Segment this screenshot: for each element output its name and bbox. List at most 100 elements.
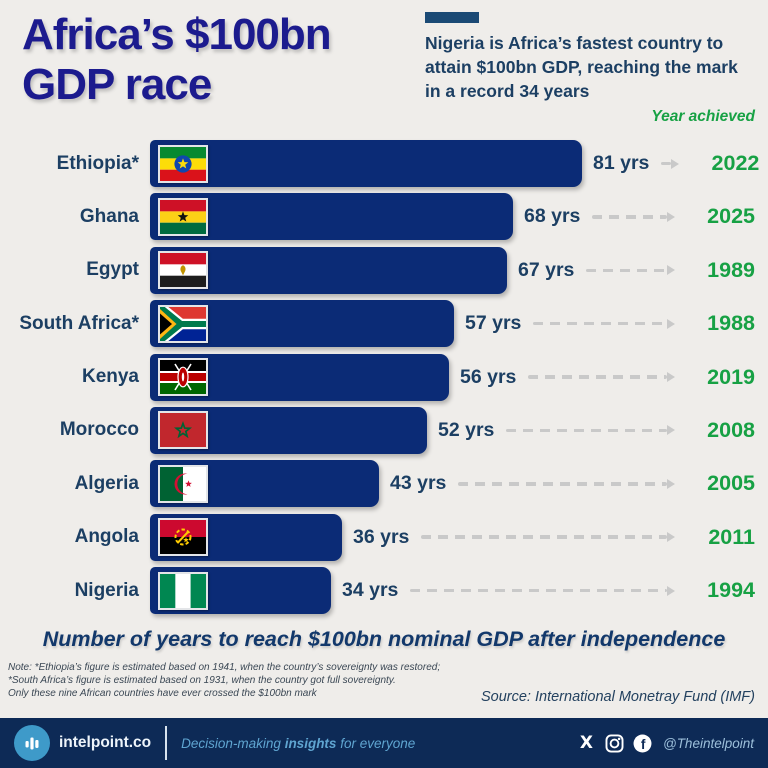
dash-arrow [506,425,675,436]
ethiopia-flag [158,144,208,183]
dash-line [533,321,667,326]
arrow-head-icon [667,318,675,329]
social-handle: @Theintelpoint [662,735,754,751]
country-label: Egypt [86,259,139,281]
brand-logo[interactable]: intelpoint.co [14,725,151,761]
dash-line [592,215,667,219]
tagline-prefix: Decision-making [181,735,285,751]
country-label: Angola [74,526,139,548]
year-achieved-value: 2022 [711,151,760,175]
kenya-flag [158,358,208,397]
years-label: 57 yrs [465,312,522,335]
country-label: Nigeria [74,579,139,601]
dash-arrow [533,318,675,329]
country-label: Ghana [79,205,139,227]
gdp-bar [150,140,582,187]
years-label: 34 yrs [342,579,399,602]
chart-row: Angola 36 yrs 2011 [13,513,755,561]
page-title-line1: Africa’s $100bn [22,10,332,59]
arrow-head-icon [671,158,680,169]
arrow-head-icon [667,372,675,383]
country-label: Algeria [74,472,139,494]
year-achieved-value: 2025 [707,204,755,229]
facebook-icon[interactable]: f [633,734,652,753]
gdp-bar [150,567,331,615]
accent-rect [425,12,479,23]
dash-arrow [410,585,675,596]
dash-arrow [421,532,675,543]
dash-line [506,428,667,433]
gdp-bar [150,193,513,241]
country-label: Morocco [59,419,139,441]
source-credit: Source: International Monetray Fund (IMF… [480,689,755,706]
gdp-bar [150,513,342,561]
egypt-flag [158,251,208,290]
dash-arrow [458,478,675,489]
chart-row: Ethiopia* 81 yrs 2022 [13,140,759,187]
south-africa-flag [158,304,208,343]
algeria-flag [158,464,208,503]
dash-line [410,588,667,593]
ghana-flag [158,197,208,236]
subtitle: Nigeria is Africa’s fastest country to a… [425,33,738,101]
page-title-line2: GDP race [22,60,212,109]
gdp-bar [150,406,427,454]
year-achieved-value: 1988 [707,311,755,336]
dash-line [586,268,667,273]
years-label: 56 yrs [460,365,517,388]
chart-row: Kenya 56 yrs 2019 [13,353,755,401]
chart-row: Algeria 43 yrs 2005 [13,460,755,508]
intro-block: Nigeria is Africa’s fastest country to a… [425,12,755,126]
notes-area: Note: *Ethiopia’s figure is estimated ba… [0,661,768,707]
dash-arrow [586,265,675,276]
years-label: 52 yrs [438,418,495,441]
year-achieved-value: 1989 [707,257,755,282]
instagram-icon[interactable] [605,734,624,753]
dash-arrow [661,158,680,169]
footer-divider [165,726,168,760]
year-achieved-value: 1994 [707,578,755,603]
morocco-flag [158,411,208,450]
year-achieved-value: 2008 [707,417,755,442]
gdp-bar [150,300,454,348]
tagline: Decision-making insights for everyone [181,736,415,751]
nigeria-flag [158,571,208,610]
country-label: South Africa* [19,312,139,334]
footnote-line: Note: *Ethiopia’s figure is estimated ba… [8,662,441,674]
footnote-line: Only these nine African countries have e… [8,688,317,700]
year-achieved-value: 2011 [708,524,755,549]
chart-row: Nigeria 34 yrs 1994 [13,567,755,615]
country-label: Ethiopia* [56,152,139,174]
years-label: 68 yrs [524,205,581,228]
gdp-bar [150,353,449,401]
arrow-head-icon [667,265,675,276]
arrow-head-icon [667,211,675,222]
year-achieved-legend: Year achieved [651,108,755,125]
year-achieved-value: 2005 [707,471,755,496]
gdp-bar [150,460,379,508]
social-links: X f @Theintelpoint [577,733,754,753]
gdp-bar [150,246,507,294]
dash-arrow [528,372,675,383]
chart-row: Ghana 68 yrs 2025 [13,193,755,241]
chart-caption: Number of years to reach $100bn nominal … [42,627,726,652]
svg-text:f: f [641,736,646,751]
years-label: 36 yrs [353,525,410,548]
chart-row: South Africa* 57 yrs 1988 [13,300,755,348]
years-label: 43 yrs [390,472,447,495]
arrow-head-icon [667,532,675,543]
page-title: Africa’s $100bn GDP race [22,10,332,110]
tagline-suffix: for everyone [336,735,416,751]
chart-row: Egypt 67 yrs 1989 [13,246,755,294]
tagline-bold: insights [284,735,337,751]
chart-rows: Ethiopia* 81 yrs 2022 Ghana 68 yrs 2025 … [13,140,759,615]
dash-line [661,161,672,166]
footnote-line: *South Africa’s figure is estimated base… [8,675,396,687]
years-label: 67 yrs [518,258,575,281]
dash-line [421,535,667,539]
year-achieved-value: 2019 [707,364,755,389]
bar-chart: Ethiopia* 81 yrs 2022 Ghana 68 yrs 2025 … [0,140,768,652]
x-icon[interactable]: X [579,733,594,753]
dash-line [458,482,667,486]
